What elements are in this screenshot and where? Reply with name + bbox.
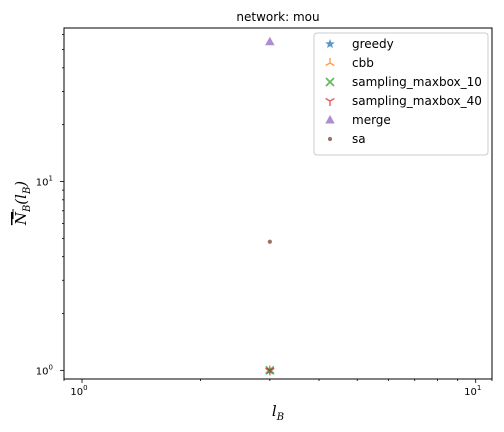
- point-merge: [265, 36, 275, 46]
- legend-item-merge: merge: [325, 113, 391, 127]
- legend-label: sa: [352, 132, 366, 146]
- x-axis: 100 101: [63, 379, 493, 398]
- x-tick-exponent: 1: [477, 384, 481, 392]
- plot-area: [63, 27, 493, 380]
- legend-label: merge: [352, 113, 391, 127]
- legend-marker: [325, 77, 335, 87]
- legend-item-cbb: cbb: [325, 56, 374, 70]
- legend-label: sampling_maxbox_10: [352, 75, 482, 89]
- legend-marker: [325, 97, 335, 106]
- y-tick-exponent: 0: [49, 363, 53, 371]
- legend-label: greedy: [352, 37, 394, 51]
- y-tick-label: 101: [36, 175, 53, 189]
- legend-marker: [325, 58, 335, 67]
- point-sa: [267, 239, 272, 244]
- legend-marker: [327, 136, 333, 142]
- x-axis-label: lB: [272, 402, 284, 423]
- legend-item-greedy: greedy: [325, 37, 394, 51]
- legend-item-sampling-maxbox-10: sampling_maxbox_10: [325, 75, 482, 89]
- y-tick-exponent: 1: [49, 175, 53, 183]
- x-tick-label: 100: [70, 384, 87, 398]
- legend-label: cbb: [352, 56, 374, 70]
- x-tick-label: 101: [464, 384, 481, 398]
- point-sampling-maxbox-40: [265, 367, 275, 376]
- legend-marker: [325, 39, 335, 49]
- plot-frame: [63, 27, 493, 380]
- legend-label: sampling_maxbox_40: [352, 94, 482, 108]
- legend-marker: [325, 115, 335, 124]
- legend-box: [313, 32, 489, 156]
- legend-item-sampling-maxbox-40: sampling_maxbox_40: [325, 94, 482, 108]
- chart-title: network: mou: [236, 10, 319, 24]
- y-axis: 100 101: [36, 34, 64, 377]
- data-points: [265, 36, 275, 376]
- y-tick-label: 100: [36, 363, 53, 377]
- y-axis-label: NB(lB): [12, 181, 33, 227]
- legend-item-sa: sa: [327, 132, 366, 146]
- legend: greedy cbb sampling_maxbox_10 sampling_maxb…: [313, 32, 489, 156]
- x-tick-exponent: 0: [83, 384, 87, 392]
